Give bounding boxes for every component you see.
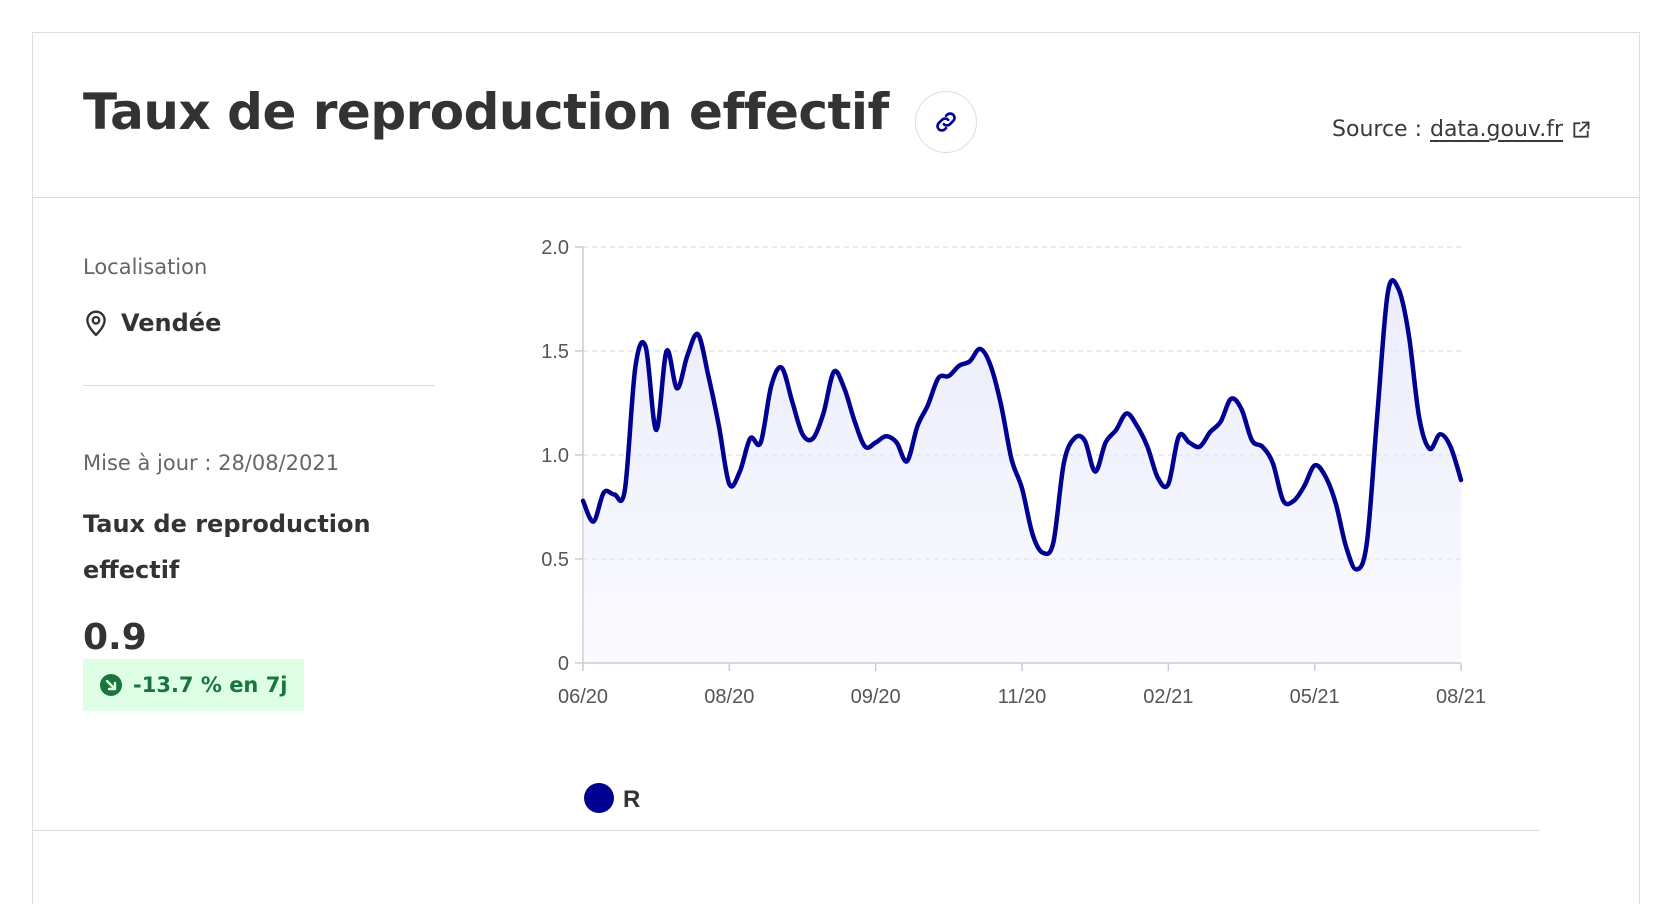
section-divider	[32, 830, 1540, 831]
source-link[interactable]: data.gouv.fr	[1430, 117, 1591, 142]
x-tick-label: 05/21	[1290, 686, 1340, 708]
y-tick-label: 0.5	[541, 549, 569, 571]
location-name: Vendée	[121, 309, 222, 337]
trend-text: -13.7 % en 7j	[133, 673, 288, 697]
copy-link-button[interactable]	[915, 91, 977, 153]
y-tick-label: 0	[558, 653, 569, 675]
legend-marker-r	[584, 783, 614, 813]
legend-label-r: R	[623, 786, 640, 813]
location-label: Localisation	[83, 255, 208, 279]
source-prefix: Source :	[1332, 117, 1422, 142]
location-value: Vendée	[83, 309, 221, 337]
chart-container: 0 0.5 1.0 1.5 2.0 06/20 08/20 09/20 11/20 02/21 05…	[513, 233, 1613, 833]
indicator-card: Taux de reproduction effectif Source : d…	[32, 32, 1640, 904]
x-tick-label: 02/21	[1143, 686, 1193, 708]
arrow-down-right-icon	[100, 674, 122, 696]
indicator-label: Taux de reproduction effectif	[83, 510, 371, 584]
x-tick-label: 06/20	[558, 686, 608, 708]
x-tick-label: 11/20	[998, 686, 1047, 708]
r-chart: 0 0.5 1.0 1.5 2.0 06/20 08/20 09/20 11/20 02/21 05…	[541, 237, 1486, 813]
update-date: Mise à jour : 28/08/2021	[83, 451, 340, 475]
sidebar-divider	[83, 385, 435, 386]
x-tick-label: 08/20	[704, 686, 754, 708]
indicator-value: 0.9	[83, 617, 147, 658]
y-tick-label: 1.0	[541, 445, 569, 467]
card-header: Taux de reproduction effectif Source : d…	[33, 33, 1639, 198]
source-attribution: Source : data.gouv.fr	[1332, 117, 1591, 142]
series-line-r	[580, 278, 1464, 572]
y-tick-label: 1.5	[541, 341, 569, 363]
page-title: Taux de reproduction effectif	[83, 83, 889, 141]
series-area-r	[583, 280, 1461, 663]
x-tick-label: 09/20	[851, 686, 901, 708]
source-link-label: data.gouv.fr	[1429, 117, 1563, 142]
map-pin-icon	[86, 310, 106, 337]
trend-badge: -13.7 % en 7j	[83, 659, 304, 711]
y-tick-label: 2.0	[541, 237, 569, 259]
external-link-icon	[1573, 120, 1590, 138]
x-tick-label: 08/21	[1436, 686, 1486, 708]
link-icon	[936, 112, 956, 132]
